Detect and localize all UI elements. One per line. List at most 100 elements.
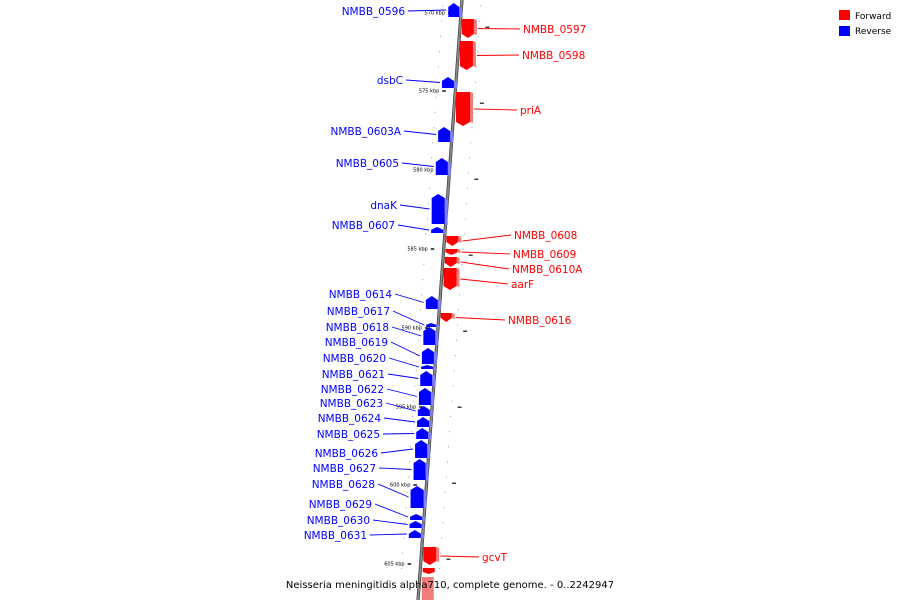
gene-label-nmbb_0598[interactable]: NMBB_0598 <box>522 50 585 62</box>
gene-feature-shade <box>443 229 447 234</box>
gene-label-nmbb_0623[interactable]: NMBB_0623 <box>320 398 383 410</box>
gene-feature-pria[interactable] <box>456 92 471 126</box>
label-leader <box>460 278 509 285</box>
gene-feature-shade <box>459 7 463 18</box>
gene-feature-nmbb_0596[interactable] <box>448 3 460 17</box>
gene-label-nmbb_0621[interactable]: NMBB_0621 <box>322 369 385 381</box>
gene-feature-shade <box>429 421 433 428</box>
label-leaders <box>369 9 521 558</box>
label-leader <box>386 388 418 397</box>
gene-label-nmbb_0610a[interactable]: NMBB_0610A <box>512 264 583 276</box>
gene-feature-shade <box>451 313 455 319</box>
gene-label-nmbb_0616[interactable]: NMBB_0616 <box>508 315 572 327</box>
gene-feature-nmbb_0610a[interactable] <box>444 257 457 267</box>
gene-feature-nmbb_0603a[interactable] <box>438 127 451 142</box>
gene-feature-shade <box>447 162 451 176</box>
gene-label-nmbb_0617[interactable]: NMBB_0617 <box>327 306 390 318</box>
gene-feature-shade <box>453 81 457 89</box>
gene-feature-shade <box>432 375 436 387</box>
gene-label-nmbb_0605[interactable]: NMBB_0605 <box>336 158 399 170</box>
gene-feature-nmbb_0608[interactable] <box>446 236 459 246</box>
gene-label-nmbb_0630[interactable]: NMBB_0630 <box>307 515 370 527</box>
gene-feature-nmbb_0597[interactable] <box>461 19 474 38</box>
gene-feature-shade <box>425 463 429 481</box>
gene-feature-nmbb_0619[interactable] <box>421 348 434 364</box>
gene-label-nmbb_0614[interactable]: NMBB_0614 <box>329 289 393 301</box>
gene-label-nmbb_0618[interactable]: NMBB_0618 <box>326 322 389 334</box>
gene-feature-shade <box>456 257 460 264</box>
gene-label-nmbb_0597[interactable]: NMBB_0597 <box>523 24 586 36</box>
gene-label-aarf[interactable]: aarF <box>511 279 534 291</box>
gene-feature-shade <box>444 198 448 225</box>
label-leader <box>461 251 511 255</box>
gene-feature-nmbb_0631[interactable] <box>408 530 421 538</box>
gene-feature-shade <box>437 300 441 310</box>
gene-label-gcvt[interactable]: gcvT <box>482 552 508 564</box>
gene-feature-nmbb_0622[interactable] <box>418 388 431 405</box>
label-leader <box>397 224 430 231</box>
gene-label-nmbb_0624[interactable]: NMBB_0624 <box>318 413 382 425</box>
gene-label-nmbb_0620[interactable]: NMBB_0620 <box>323 353 386 365</box>
gene-feature-dsbc[interactable] <box>441 77 454 88</box>
gene-label-nmbb_0626[interactable]: NMBB_0626 <box>315 448 379 460</box>
gene-label-nmbb_0619[interactable]: NMBB_0619 <box>325 337 388 349</box>
gene-feature-nmbb_0616[interactable] <box>440 313 452 322</box>
gene-feature-partial <box>421 577 434 600</box>
gene-feature-nmbb_0628[interactable] <box>410 486 424 508</box>
gene-label-nmbb_0625[interactable]: NMBB_0625 <box>317 429 380 441</box>
gene-feature-nmbb_0630[interactable] <box>409 521 422 528</box>
gene-label-nmbb_0629[interactable]: NMBB_0629 <box>309 499 372 511</box>
gene-feature-nmbb_0625[interactable] <box>416 428 429 439</box>
gene-feature-nmbb_0627[interactable] <box>413 459 426 480</box>
gene-label-nmbb_0609[interactable]: NMBB_0609 <box>513 249 576 261</box>
gene-feature-nmbb_0598[interactable] <box>459 41 473 70</box>
label-leader <box>383 417 416 423</box>
scale-label: 575 kbp <box>419 89 439 95</box>
gene-feature-shade <box>456 268 460 287</box>
gene-label-pria[interactable]: priA <box>520 105 542 117</box>
gene-label-dnak[interactable]: dnaK <box>370 200 398 212</box>
gene-feature-gcvt[interactable] <box>423 547 437 565</box>
gene-feature-nmbb_0624[interactable] <box>417 417 430 427</box>
label-leader <box>477 28 521 30</box>
gene-feature-shade <box>433 366 437 370</box>
gene-label-nmbb_0631[interactable]: NMBB_0631 <box>304 530 367 542</box>
figure-caption: Neisseria meningitidis alpha710, complet… <box>286 580 614 591</box>
gene-feature-nmbb_0623[interactable] <box>417 406 430 416</box>
gene-label-nmbb_0627[interactable]: NMBB_0627 <box>313 463 376 475</box>
gene-feature-nmbb_0626[interactable] <box>415 440 428 458</box>
gene-feature-nmbb_0617[interactable] <box>426 323 437 327</box>
legend-forward-label: Forward <box>855 12 891 22</box>
label-leader <box>399 204 430 210</box>
label-leader <box>390 341 421 357</box>
gene-label-nmbb_0603a[interactable]: NMBB_0603A <box>331 126 402 138</box>
gene-feature-aarf[interactable] <box>443 268 457 290</box>
gene-feature-dnak[interactable] <box>431 194 445 224</box>
gene-feature-nmbb_0629[interactable] <box>410 514 423 520</box>
gene-label-nmbb_0608[interactable]: NMBB_0608 <box>514 230 577 242</box>
gene-feature-shade <box>473 19 477 35</box>
gene-label-nmbb_0628[interactable]: NMBB_0628 <box>312 479 375 491</box>
gene-feature-nmbb_0609[interactable] <box>445 249 458 255</box>
gene-feature-nmbb_0607[interactable] <box>431 227 444 233</box>
gene-feature-shade <box>420 533 424 539</box>
gene-label-dsbc[interactable]: dsbC <box>377 75 403 87</box>
gene-label-nmbb_0607[interactable]: NMBB_0607 <box>332 220 395 232</box>
gene-feature-shade <box>430 392 434 406</box>
scale-label: 600 kbp <box>390 483 410 489</box>
gene-feature-nmbb_0620[interactable] <box>421 365 434 369</box>
gene-feature-nmbb_0621[interactable] <box>420 371 433 386</box>
legend-reverse-label: Reverse <box>855 27 892 37</box>
gene-feature-nmbb_0614[interactable] <box>425 296 438 309</box>
gene-label-nmbb_0622[interactable]: NMBB_0622 <box>321 384 384 396</box>
gene-feature-shade <box>436 324 440 328</box>
gene-feature-nmbb_0605[interactable] <box>435 158 448 175</box>
legend-forward-swatch <box>839 10 850 20</box>
label-leader <box>473 108 518 111</box>
gene-feature-nmbb_0618[interactable] <box>423 327 436 345</box>
label-leader <box>403 130 437 135</box>
label-leader <box>372 519 408 525</box>
gene-feature-shade <box>423 490 427 509</box>
gene-label-nmbb_0596[interactable]: NMBB_0596 <box>342 6 406 18</box>
